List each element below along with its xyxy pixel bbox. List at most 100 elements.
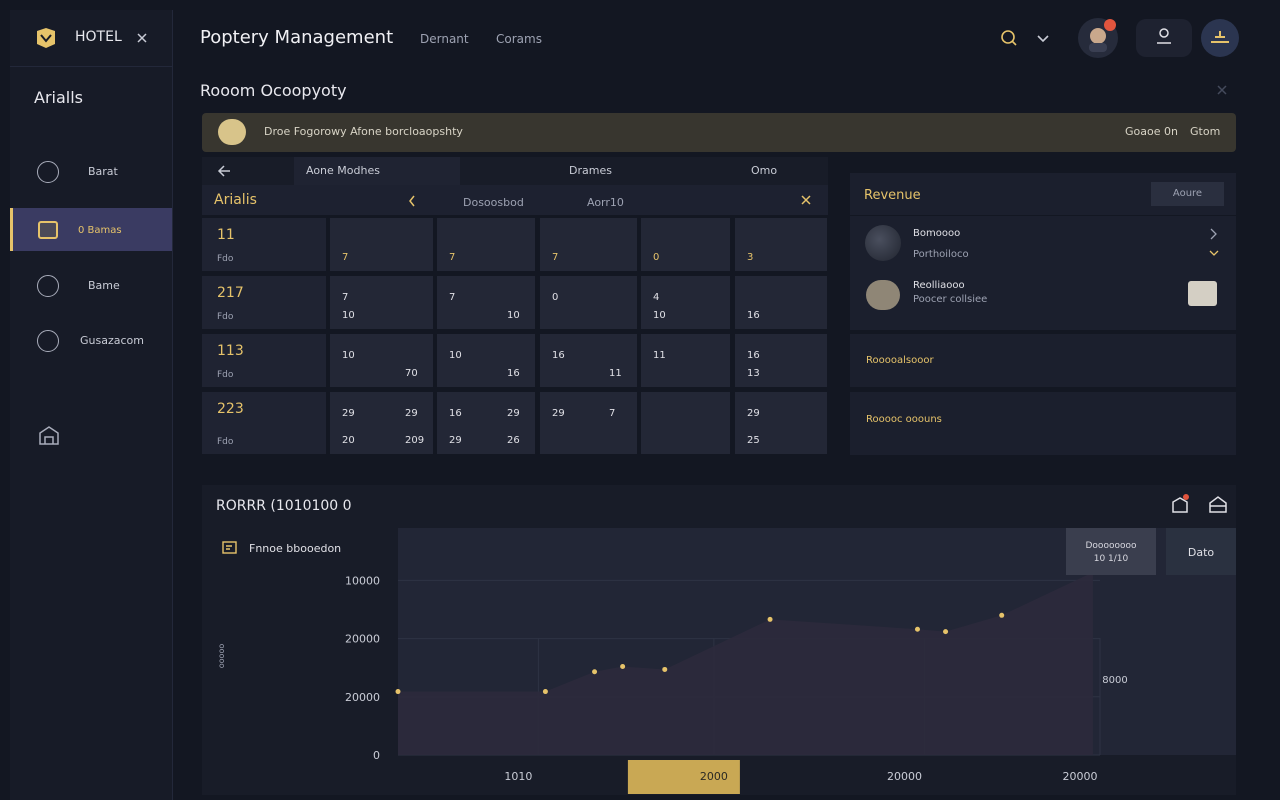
banner-text: Droe Fogorowy Afone borcloaopshty — [264, 125, 463, 138]
row-label: 11 — [217, 227, 235, 243]
nav-label[interactable]: Barat — [88, 165, 118, 178]
nav-icon[interactable] — [37, 330, 59, 352]
nav-label[interactable]: Gusazacom — [80, 334, 144, 347]
point — [943, 629, 949, 635]
cell-value: 209 — [405, 435, 425, 446]
sidebar — [10, 10, 173, 800]
revenue-row[interactable] — [850, 334, 1236, 387]
calendar-cell[interactable] — [330, 334, 433, 387]
calendar-cell[interactable] — [437, 218, 535, 271]
y-tick-label: 0 — [373, 749, 380, 762]
cell-value: 7 — [552, 252, 559, 263]
chart-button[interactable]: Dato — [1188, 546, 1215, 559]
calendar-cell[interactable] — [735, 334, 827, 387]
avatar — [866, 280, 900, 310]
nav-active-bar — [10, 208, 13, 251]
x-tick-label: 1010 — [504, 770, 532, 783]
calendar-cell[interactable] — [437, 334, 535, 387]
calendar-header-label: Aone Modhes — [306, 164, 380, 177]
tab[interactable]: Dernant — [420, 32, 469, 46]
nav-icon[interactable] — [38, 221, 58, 239]
point — [592, 669, 598, 675]
cell-value: 29 — [342, 408, 355, 419]
calendar-cell[interactable] — [540, 334, 637, 387]
banner-action[interactable]: Gtom — [1190, 125, 1221, 138]
cell-value: 16 — [449, 408, 462, 419]
item-chevrons[interactable] — [1208, 227, 1220, 263]
chart: 10000 20000 20000 0 1010 2000 20000 20000 ooooo D… — [217, 528, 1236, 794]
calendar-nav[interactable] — [405, 194, 825, 208]
calendar-cell[interactable] — [735, 392, 827, 454]
nav-label[interactable]: 0 Bamas — [78, 225, 122, 236]
chart-icons[interactable] — [1170, 492, 1232, 516]
cell-value: 10 — [342, 350, 355, 361]
row-label: 223 — [217, 401, 244, 417]
cell-value: 16 — [507, 368, 520, 379]
cell-value: 10 — [342, 310, 355, 321]
close-icon[interactable] — [136, 32, 148, 44]
calendar-header-label: Drames — [569, 164, 612, 177]
row-label: 217 — [217, 285, 244, 301]
item-name: Bomoooo — [913, 228, 961, 239]
cell-value: 16 — [552, 350, 565, 361]
banner-icon — [218, 119, 246, 145]
tab[interactable]: Corams — [496, 32, 542, 46]
calendar-cell[interactable] — [330, 392, 433, 454]
revenue-row[interactable] — [850, 392, 1236, 455]
calendar-cell[interactable] — [437, 276, 535, 329]
cell-value: 29 — [405, 408, 418, 419]
chart-button-bg — [1166, 528, 1236, 575]
nav-label[interactable]: Bame — [88, 279, 120, 292]
row-sub: Fdo — [217, 437, 234, 447]
calendar-cell[interactable] — [330, 218, 433, 271]
cell-value: 7 — [449, 252, 456, 263]
item-detail: Poocer collsiee — [913, 294, 988, 305]
nav-active-bg — [10, 208, 172, 251]
cell-value: 10 — [653, 310, 666, 321]
tooltip-line: Doooooooo — [1086, 541, 1137, 551]
cell-value: 0 — [552, 292, 559, 303]
calendar-cell[interactable] — [641, 392, 730, 454]
point — [542, 689, 548, 695]
calendar-cell[interactable] — [735, 218, 827, 271]
nav-icon[interactable] — [37, 424, 61, 448]
avatar — [865, 225, 901, 261]
divider — [10, 66, 172, 67]
calendar-cell[interactable] — [330, 276, 433, 329]
cell-value: 7 — [342, 292, 349, 303]
calendar-cell[interactable] — [437, 392, 535, 454]
cell-value: 7 — [449, 292, 456, 303]
calendar-label: Arialis — [214, 192, 257, 208]
row-head — [202, 392, 326, 454]
calendar-cell[interactable] — [641, 276, 730, 329]
close-icon[interactable] — [1216, 84, 1228, 96]
row-sub: Fdo — [217, 254, 234, 264]
logo — [37, 28, 55, 48]
calendar-cell[interactable] — [641, 218, 730, 271]
calendar-cell[interactable] — [540, 218, 637, 271]
cell-value: 7 — [342, 252, 349, 263]
revenue-button[interactable]: Aoure — [1151, 182, 1224, 206]
chart-title: RORRR (1010100 0 — [216, 498, 352, 514]
cell-value: 29 — [552, 408, 565, 419]
calendar-cell[interactable] — [540, 392, 637, 454]
nav-icon[interactable] — [37, 161, 59, 183]
cell-value: 3 — [747, 252, 754, 263]
row-sub: Fdo — [217, 370, 234, 380]
section-title: Rooom Ocoopyoty — [200, 81, 347, 100]
cell-value: 29 — [449, 435, 462, 446]
divider — [850, 215, 1236, 216]
x-tick-label: 20000 — [887, 770, 922, 783]
calendar-cell[interactable] — [735, 276, 827, 329]
search-controls[interactable] — [998, 27, 1058, 51]
nav-icon[interactable] — [37, 275, 59, 297]
user-icons[interactable] — [1072, 16, 1242, 62]
cell-value: 7 — [609, 408, 616, 419]
row-head — [202, 218, 326, 271]
cell-value: 11 — [609, 368, 622, 379]
calendar-cell[interactable] — [641, 334, 730, 387]
back-icon[interactable] — [216, 163, 234, 179]
calendar-cell[interactable] — [540, 276, 637, 329]
cell-value: 16 — [747, 350, 760, 361]
cell-value: 11 — [653, 350, 666, 361]
